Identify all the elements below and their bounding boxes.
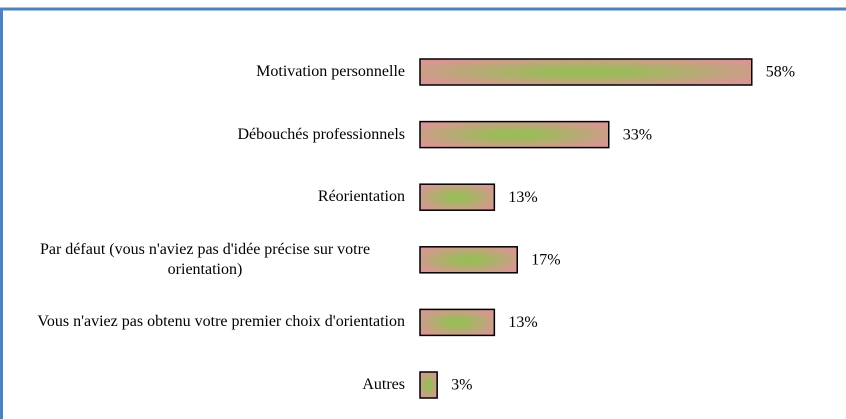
- category-label: Vous n'aviez pas obtenu votre premier ch…: [5, 297, 405, 347]
- category-text: Débouchés professionnels: [237, 125, 405, 143]
- bar: [419, 58, 753, 86]
- category-label: Par défaut (vous n'aviez pas d'idée préc…: [5, 235, 405, 285]
- category-text: Réorientation: [317, 188, 405, 206]
- category-label: Motivation personnelle: [5, 47, 405, 97]
- value-label: 13%: [508, 314, 537, 331]
- category-text: Par défaut (vous n'aviez pas d'idée préc…: [39, 240, 371, 278]
- category-label: Autres: [5, 360, 405, 410]
- bar: [419, 183, 496, 211]
- bar: [419, 120, 610, 149]
- value-label: 58%: [766, 64, 795, 81]
- category-text: Vous n'aviez pas obtenu votre premier ch…: [37, 313, 405, 331]
- category-label: Débouchés professionnels: [5, 110, 405, 160]
- value-label: 17%: [531, 251, 560, 268]
- category-label: Réorientation: [5, 172, 405, 222]
- category-text: Motivation personnelle: [256, 63, 405, 80]
- bar: [419, 308, 496, 337]
- value-label: 3%: [451, 377, 472, 394]
- bar: [419, 371, 438, 399]
- category-text: Autres: [362, 376, 405, 393]
- value-label: 13%: [508, 189, 537, 206]
- bar: [419, 246, 518, 274]
- value-label: 33%: [623, 126, 652, 143]
